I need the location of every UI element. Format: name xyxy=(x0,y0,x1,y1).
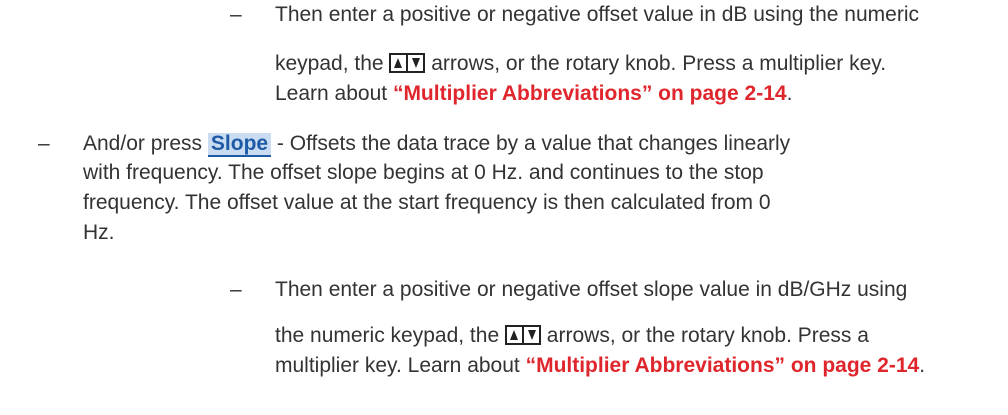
bullet: – xyxy=(230,278,242,301)
text-line: keypad, the arrows, or the rotary knob. … xyxy=(275,51,886,77)
text-line: Then enter a positive or negative offset… xyxy=(275,2,919,28)
text-line: with frequency. The offset slope begins … xyxy=(83,160,764,186)
text: Then enter a positive or negative offset… xyxy=(275,3,919,26)
text: with frequency. The offset slope begins … xyxy=(83,161,764,184)
text-line: frequency. The offset value at the start… xyxy=(83,190,771,216)
arrow-keys-icon xyxy=(389,53,426,73)
text: Hz. xyxy=(83,221,115,244)
text: - Offsets the data trace by a value that… xyxy=(271,132,791,155)
text-line: And/or press Slope - Offsets the data tr… xyxy=(83,131,790,157)
text-line: the numeric keypad, the arrows, or the r… xyxy=(275,323,869,349)
text-line: Learn about “Multiplier Abbreviations” o… xyxy=(275,81,792,107)
text-line: Hz. xyxy=(83,220,115,246)
text: keypad, the xyxy=(275,52,390,75)
text: . xyxy=(919,354,926,377)
text-line: multiplier key. Learn about “Multiplier … xyxy=(275,353,925,379)
text: . xyxy=(786,82,793,105)
text: Learn about xyxy=(275,82,393,105)
text: And/or press xyxy=(83,132,208,155)
link[interactable]: “Multiplier Abbreviations” on page 2-14 xyxy=(525,354,920,377)
text: frequency. The offset value at the start… xyxy=(83,191,771,214)
text: the numeric keypad, the xyxy=(275,324,505,347)
text: arrows, or the rotary knob. Press a mult… xyxy=(425,52,887,75)
bullet: – xyxy=(230,3,242,26)
softkey: Slope xyxy=(207,133,272,157)
text: Then enter a positive or negative offset… xyxy=(275,278,908,301)
bullet: – xyxy=(38,132,50,155)
text: arrows, or the rotary knob. Press a xyxy=(540,324,869,347)
link[interactable]: “Multiplier Abbreviations” on page 2-14 xyxy=(392,82,787,105)
text-line: Then enter a positive or negative offset… xyxy=(275,277,907,303)
text: multiplier key. Learn about xyxy=(275,354,526,377)
arrow-keys-icon xyxy=(504,325,541,345)
